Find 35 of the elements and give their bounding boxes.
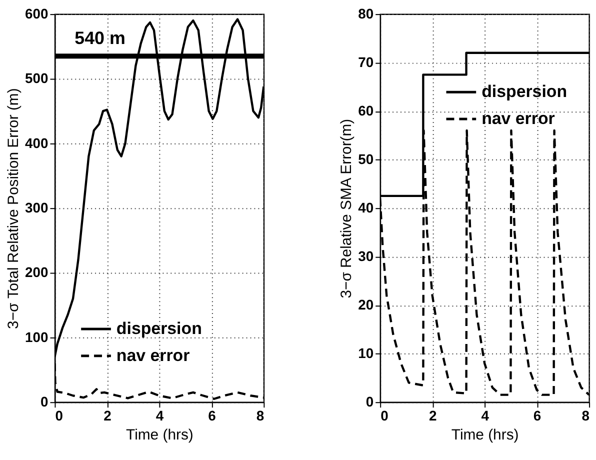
legend-label: nav error [482, 109, 556, 128]
y-tick-label: 200 [25, 264, 49, 280]
y-tick-label: 30 [358, 248, 374, 264]
legend-label: dispersion [482, 82, 568, 102]
y-tick-label: 400 [25, 134, 49, 151]
x-tick-label: 4 [156, 408, 164, 424]
y-tick-label: 0 [40, 394, 49, 410]
x-axis-title: Time (hrs) [451, 426, 519, 444]
x-tick-label: 8 [582, 408, 590, 424]
x-tick-label: 0 [55, 408, 64, 424]
x-tick-label: 6 [208, 408, 216, 424]
legend-label: dispersion [116, 318, 202, 338]
x-tick-label: 2 [104, 408, 112, 424]
legend-label: nav error [116, 346, 190, 365]
y-axis-title: 3−σ Relative SMA Error(m) [338, 118, 356, 298]
x-axis-title: Time (hrs) [126, 426, 194, 444]
y-axis-title: 3−σ Total Relative Position Error (m) [5, 88, 22, 329]
y-tick-label: 10 [358, 345, 374, 362]
x-tick-label: 2 [428, 408, 437, 424]
y-tick-label: 50 [358, 151, 374, 168]
y-tick-label: 600 [25, 6, 49, 22]
ref-line-label: 540 m [74, 28, 126, 48]
y-tick-label: 70 [358, 54, 374, 70]
y-tick-label: 80 [358, 6, 374, 22]
x-tick-label: 0 [380, 408, 389, 424]
y-tick-label: 40 [358, 200, 374, 216]
x-tick-label: 6 [533, 408, 542, 424]
x-tick-label: 8 [256, 408, 264, 424]
y-tick-label: 0 [366, 394, 374, 410]
y-tick-label: 60 [358, 102, 374, 119]
y-tick-label: 500 [25, 70, 49, 86]
y-tick-label: 100 [25, 328, 49, 345]
y-tick-label: 20 [358, 296, 374, 313]
y-tick-label: 300 [25, 200, 49, 216]
x-tick-label: 4 [481, 408, 490, 424]
